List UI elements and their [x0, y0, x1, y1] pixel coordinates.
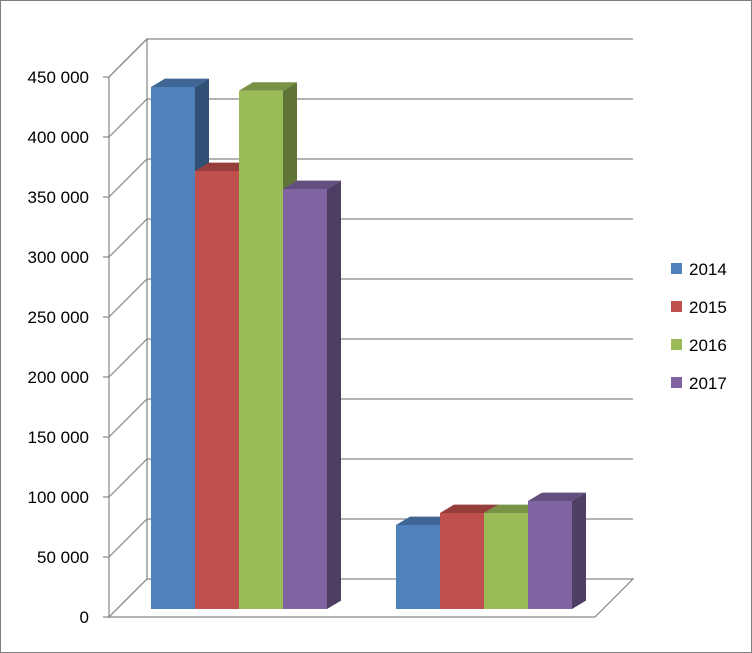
y-tick-label: 450 000	[28, 68, 89, 87]
gridline	[108, 458, 633, 498]
y-tick-label: 100 000	[28, 488, 89, 507]
bars	[151, 78, 586, 610]
bar-side	[572, 492, 586, 609]
gridline	[108, 338, 633, 378]
bar-front	[440, 513, 484, 609]
bar-front	[195, 171, 239, 609]
legend-swatch	[671, 301, 682, 312]
side-wall	[108, 37, 148, 619]
bar-side	[327, 180, 341, 609]
bar-front	[239, 90, 283, 610]
bar	[283, 180, 341, 609]
y-tick-label: 150 000	[28, 428, 89, 447]
y-tick-label: 200 000	[28, 368, 89, 387]
bar	[528, 492, 586, 609]
bar-front	[283, 189, 327, 609]
y-axis: 0 50 000 100 000 150 000 200 000 250 000 300 0…	[28, 68, 109, 627]
legend-item: 2015	[671, 298, 727, 317]
bar-front	[528, 501, 572, 609]
legend: 2014 2015 2016 2017	[671, 260, 727, 393]
bar-top	[195, 162, 253, 171]
bar-front	[151, 87, 195, 609]
legend-label: 2017	[689, 374, 727, 393]
y-tick-label: 0	[80, 608, 89, 627]
legend-swatch	[671, 339, 682, 350]
legend-label: 2016	[689, 336, 727, 355]
legend-label: 2014	[689, 260, 727, 279]
y-tick-label: 250 000	[28, 308, 89, 327]
gridline	[108, 98, 633, 138]
legend-label: 2015	[689, 298, 727, 317]
legend-item: 2016	[671, 336, 727, 355]
y-tick-label: 50 000	[37, 548, 89, 567]
bar-top	[283, 180, 341, 189]
bar-top	[528, 492, 586, 501]
bar-top	[484, 504, 542, 513]
bar-top	[151, 78, 209, 87]
bar-front	[396, 525, 440, 609]
bar-front	[484, 513, 528, 609]
gridlines	[108, 38, 633, 558]
gridline	[108, 218, 633, 258]
gridline	[108, 38, 633, 78]
y-tick-label: 400 000	[28, 128, 89, 147]
gridline	[108, 398, 633, 438]
bar-top	[396, 516, 454, 525]
gridline	[108, 278, 633, 318]
y-tick-label: 300 000	[28, 248, 89, 267]
legend-item: 2017	[671, 374, 727, 393]
bar-top	[440, 504, 498, 513]
legend-swatch	[671, 263, 682, 274]
legend-item: 2014	[671, 260, 727, 279]
gridline	[108, 158, 633, 198]
y-tick-label: 350 000	[28, 188, 89, 207]
bar-top	[239, 82, 297, 91]
legend-swatch	[671, 377, 682, 388]
